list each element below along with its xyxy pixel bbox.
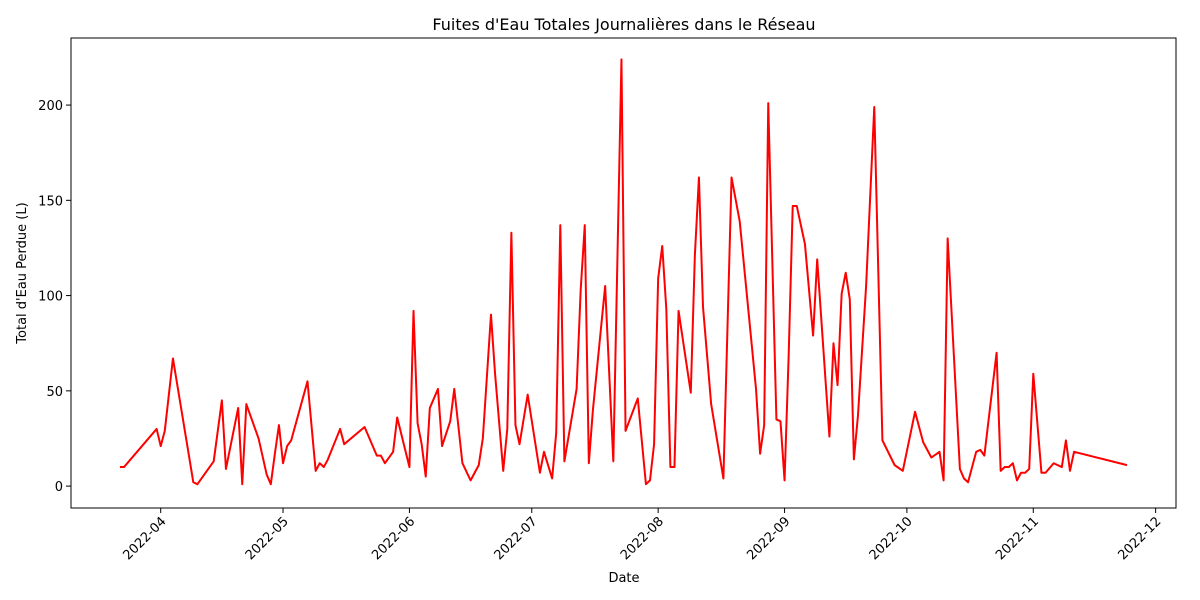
y-tick-label: 0 — [55, 480, 63, 495]
x-tick-label: 2022-05 — [243, 514, 292, 563]
y-tick-label: 50 — [46, 385, 63, 400]
x-tick-label: 2022-04 — [121, 514, 170, 563]
x-tick-label: 2022-09 — [744, 514, 793, 563]
chart-title: Fuites d'Eau Totales Journalières dans l… — [432, 15, 815, 34]
x-axis-label: Date — [608, 571, 639, 586]
x-tick-label: 2022-12 — [1115, 514, 1164, 563]
plot-frame — [70, 37, 1177, 509]
x-tick-label: 2022-07 — [492, 514, 541, 563]
y-axis-label: Total d'Eau Perdue (L) — [15, 202, 30, 344]
line-series — [119, 58, 1128, 486]
y-tick-label: 100 — [38, 290, 63, 305]
x-tick-label: 2022-08 — [618, 514, 667, 563]
y-tick-label: 200 — [38, 99, 63, 114]
y-tick-label: 150 — [38, 194, 63, 209]
x-tick-label: 2022-11 — [993, 514, 1042, 563]
x-tick-label: 2022-06 — [369, 514, 418, 563]
x-tick-label: 2022-10 — [867, 514, 916, 563]
